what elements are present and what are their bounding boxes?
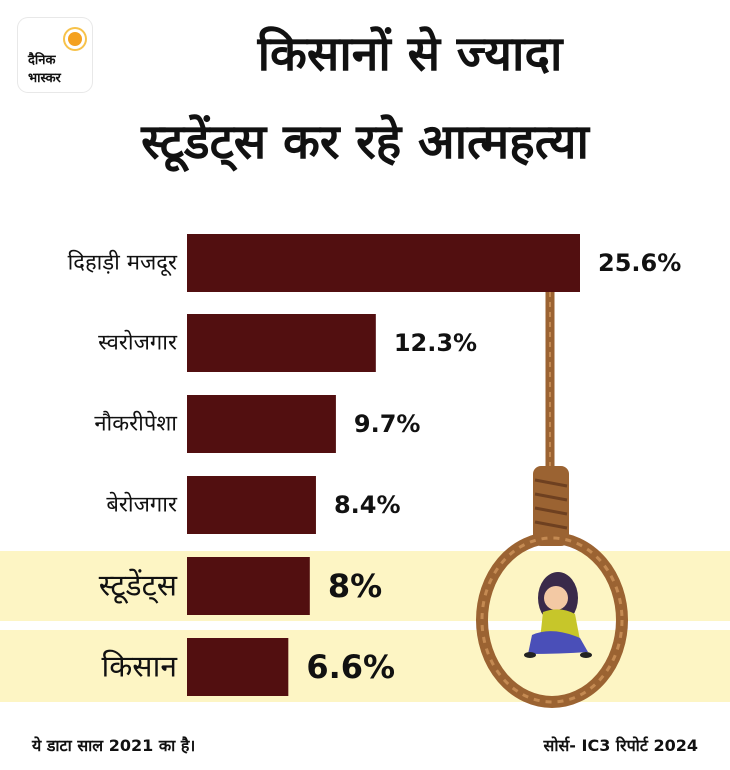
category-label-2: नौकरीपेशा xyxy=(94,411,177,437)
value-label-5: 6.6% xyxy=(306,648,395,686)
value-label-0: 25.6% xyxy=(598,249,681,277)
bar-4 xyxy=(187,557,310,615)
brand-name-line1: दैनिक xyxy=(28,53,56,68)
value-label-3: 8.4% xyxy=(334,491,401,519)
value-label-1: 12.3% xyxy=(394,329,477,357)
bar-3 xyxy=(187,476,316,534)
bar-0 xyxy=(187,234,580,292)
category-label-0: दिहाड़ी मजदूर xyxy=(68,250,178,277)
headline-line2: स्टूडेंट्स कर रहे आत्महत्या xyxy=(141,114,589,170)
brand-logo: दैनिक भास्कर xyxy=(18,18,92,92)
category-label-1: स्वरोजगार xyxy=(98,330,178,356)
sad-girl-icon xyxy=(524,572,592,658)
value-label-2: 9.7% xyxy=(354,410,421,438)
noose-icon xyxy=(476,292,628,708)
source-note: सोर्स- IC3 रिपोर्ट 2024 xyxy=(543,736,698,755)
bar-5 xyxy=(187,638,289,696)
value-label-4: 8% xyxy=(328,567,382,605)
category-label-4: स्टूडेंट्स xyxy=(99,569,178,605)
brand-name-line2: भास्कर xyxy=(28,71,61,86)
bar-1 xyxy=(187,314,376,372)
sun-icon xyxy=(68,32,82,46)
category-label-3: बेरोजगार xyxy=(106,492,178,518)
data-year-note: ये डाटा साल 2021 का है। xyxy=(32,736,196,755)
bar-2 xyxy=(187,395,336,453)
headline-line1: किसानों से ज्यादा xyxy=(257,26,563,82)
category-label-5: किसान xyxy=(101,650,178,685)
